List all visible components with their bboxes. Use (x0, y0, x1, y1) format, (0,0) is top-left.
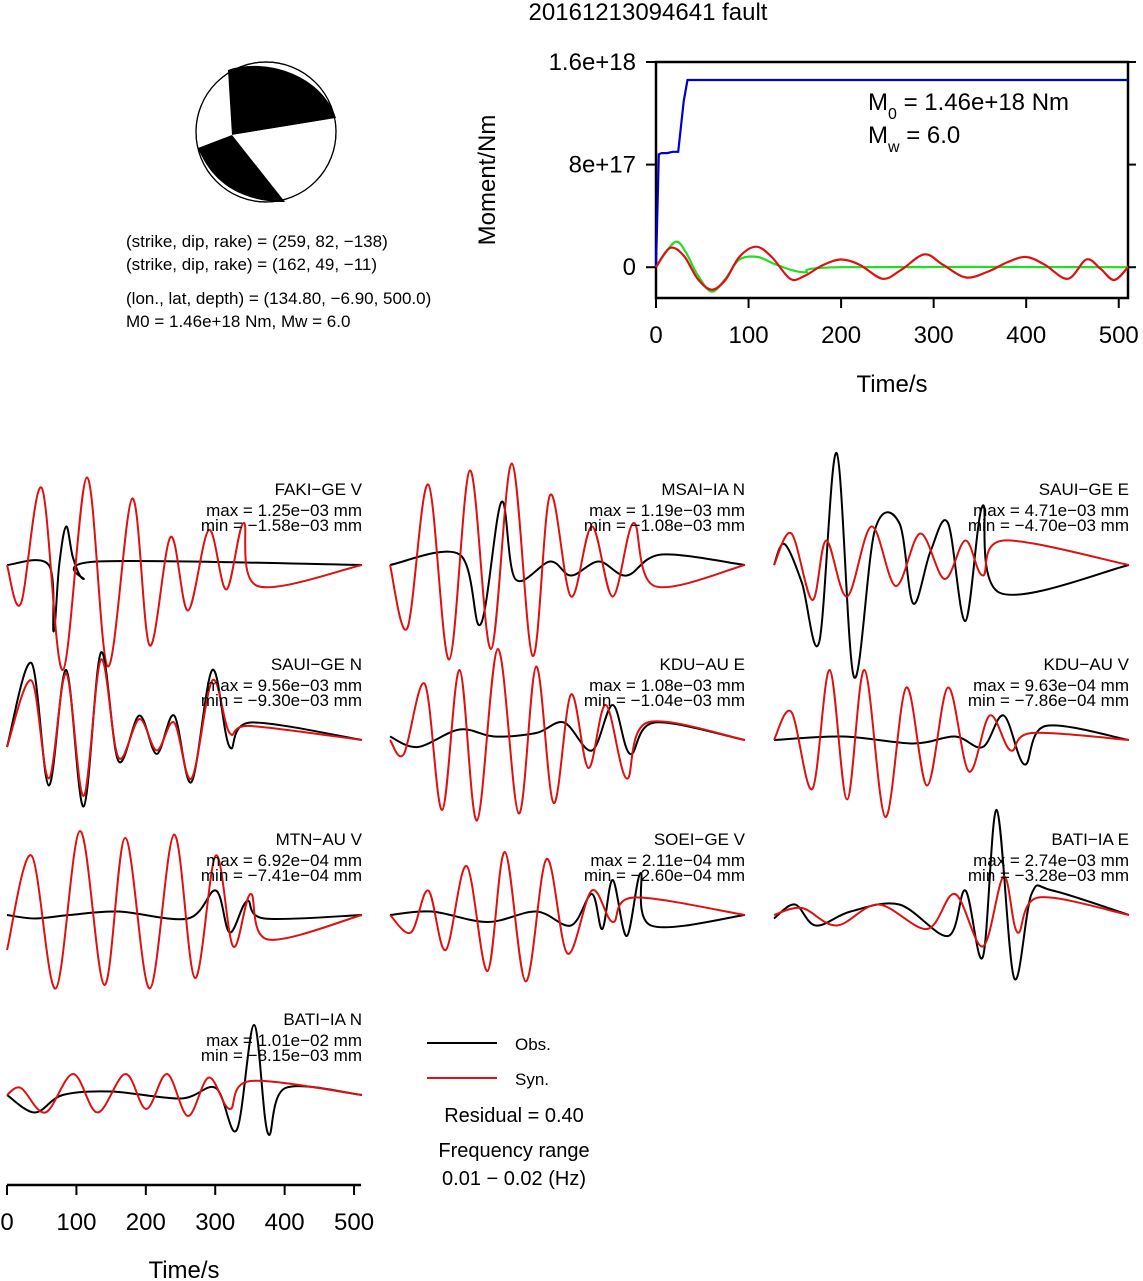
waveform-syn-trace (389, 462, 746, 661)
waveform-max-label: max = 9.63e−04 mm (973, 676, 1129, 695)
waveform-min-label: min = −4.70e−03 mm (968, 516, 1129, 535)
waveform-obs-trace (389, 703, 746, 755)
residual-value: Residual = 0.40 (444, 1105, 584, 1127)
moment-m0-annotation: M0 = 1.46e+18 Nm (868, 89, 1069, 123)
waveform-obs-trace (773, 808, 1130, 981)
moment-mw-annotation: Mw = 6.0 (868, 122, 960, 156)
moment-y-axis-label: Moment/Nm (474, 115, 501, 246)
waveform-max-label: max = 2.11e−04 mm (590, 851, 745, 870)
moment-x-tick-label: 300 (914, 322, 954, 349)
waveform-syn-trace (389, 850, 746, 983)
waveform-min-label: min = −1.04e−03 mm (584, 691, 745, 710)
moment-x-tick-label: 100 (729, 322, 769, 349)
waveform-max-label: max = 1.25e−03 mm (206, 501, 362, 520)
waveform-station-label: BATI−IA N (283, 1010, 362, 1029)
waveform-max-label: max = 1.08e−03 mm (589, 676, 745, 695)
nodal-plane-1: (strike, dip, rake) = (259, 82, −138) (126, 232, 388, 251)
waveform-max-label: max = 2.74e−03 mm (973, 851, 1129, 870)
waveform-syn-trace (6, 476, 363, 672)
waveform-min-label: min = −9.30e−03 mm (201, 691, 362, 710)
waveform-x-tick-label: 200 (126, 1209, 166, 1236)
hypocenter-location: (lon., lat, depth) = (134.80, −6.90, 500… (126, 289, 431, 308)
waveform-max-label: max = 4.71e−03 mm (973, 501, 1129, 520)
waveform-x-tick-label: 400 (265, 1209, 305, 1236)
legend: Obs. Syn. Residual = 0.40 Frequency rang… (427, 1035, 590, 1190)
waveform-obs-trace (389, 871, 746, 938)
waveform-max-label: max = 6.92e−04 mm (206, 851, 362, 870)
moment-x-tick-label: 500 (1099, 322, 1139, 349)
frequency-range-value: 0.01 − 0.02 (Hz) (442, 1168, 586, 1190)
moment-series-moment (654, 78, 1128, 268)
waveform-max-label: max = 1.01e−02 mm (206, 1031, 362, 1050)
waveform-syn-trace (6, 829, 363, 990)
waveform-min-label: min = −8.15e−03 mm (201, 1046, 362, 1065)
moment-x-axis-label: Time/s (856, 371, 927, 398)
waveform-syn-trace (773, 668, 1130, 819)
moment-rate-plot: 08e+171.6e+180 100 200 300 400 500 Moment/Nm … (474, 49, 1139, 398)
waveform-station-label: MTN−AU V (276, 830, 363, 849)
waveform-station-label: BATI−IA E (1051, 830, 1129, 849)
waveform-syn-trace (773, 525, 1130, 602)
waveform-min-label: min = −2.60e−04 mm (584, 866, 745, 885)
waveform-syn-trace (389, 647, 746, 822)
moment-y-tick-label: 8e+17 (569, 152, 636, 179)
nodal-plane-2: (strike, dip, rake) = (162, 49, −11) (126, 255, 377, 274)
waveform-x-axis-label: Time/s (148, 1257, 219, 1281)
waveform-min-label: min = −7.41e−04 mm (201, 866, 362, 885)
beachball (195, 61, 337, 203)
legend-obs-label: Obs. (515, 1035, 551, 1054)
figure-title: 20161213094641 fault (529, 0, 768, 26)
waveform-min-label: min = −7.86e−04 mm (968, 691, 1129, 710)
moment-series-syn (655, 245, 1129, 291)
waveform-obs-trace (773, 714, 1130, 766)
moment-series-stf (655, 240, 1129, 293)
waveform-syn-trace (773, 875, 1130, 948)
waveform-station-label: SAUI−GE N (271, 655, 362, 674)
moment-x-tick-label: 0 (649, 322, 662, 349)
waveform-station-label: KDU−AU V (1044, 655, 1130, 674)
moment-y-tick-label: 1.6e+18 (549, 49, 636, 76)
waveform-obs-trace (773, 451, 1130, 679)
moment-x-tick-label: 200 (821, 322, 861, 349)
waveform-syn-trace (6, 1072, 363, 1117)
waveform-obs-trace (389, 500, 746, 626)
moment-x-tick-label: 400 (1006, 322, 1046, 349)
waveform-min-label: min = −3.28e−03 mm (968, 866, 1129, 885)
waveform-station-label: SAUI−GE E (1039, 480, 1129, 499)
moment-y-tick-label: 0 (623, 254, 636, 281)
moment-magnitude-line: M0 = 1.46e+18 Nm, Mw = 6.0 (126, 312, 350, 331)
waveform-station-label: KDU−AU E (660, 655, 746, 674)
waveform-station-label: FAKI−GE V (275, 480, 363, 499)
waveform-x-tick-label: 300 (195, 1209, 235, 1236)
waveform-x-tick-label: 100 (56, 1209, 96, 1236)
waveform-station-label: MSAI−IA N (661, 480, 745, 499)
moment-plot-frame (654, 60, 1130, 300)
waveform-obs-trace (6, 889, 363, 934)
waveform-max-label: max = 1.19e−03 mm (589, 501, 745, 520)
waveform-syn-trace (6, 658, 363, 798)
waveform-time-axis: Time/s 0 100 200 300 400 500 (0, 1183, 374, 1281)
waveform-station-label: SOEI−GE V (654, 830, 746, 849)
legend-syn-label: Syn. (515, 1070, 549, 1089)
waveform-x-tick-label: 0 (0, 1209, 13, 1236)
waveform-max-label: max = 9.56e−03 mm (206, 676, 362, 695)
waveform-x-tick-label: 500 (334, 1209, 374, 1236)
mechanism-text: (strike, dip, rake) = (259, 82, −138) (s… (126, 232, 431, 331)
waveform-min-label: min = −1.58e−03 mm (201, 516, 362, 535)
waveform-min-label: min = −1.08e−03 mm (584, 516, 745, 535)
frequency-range-title: Frequency range (438, 1140, 589, 1162)
